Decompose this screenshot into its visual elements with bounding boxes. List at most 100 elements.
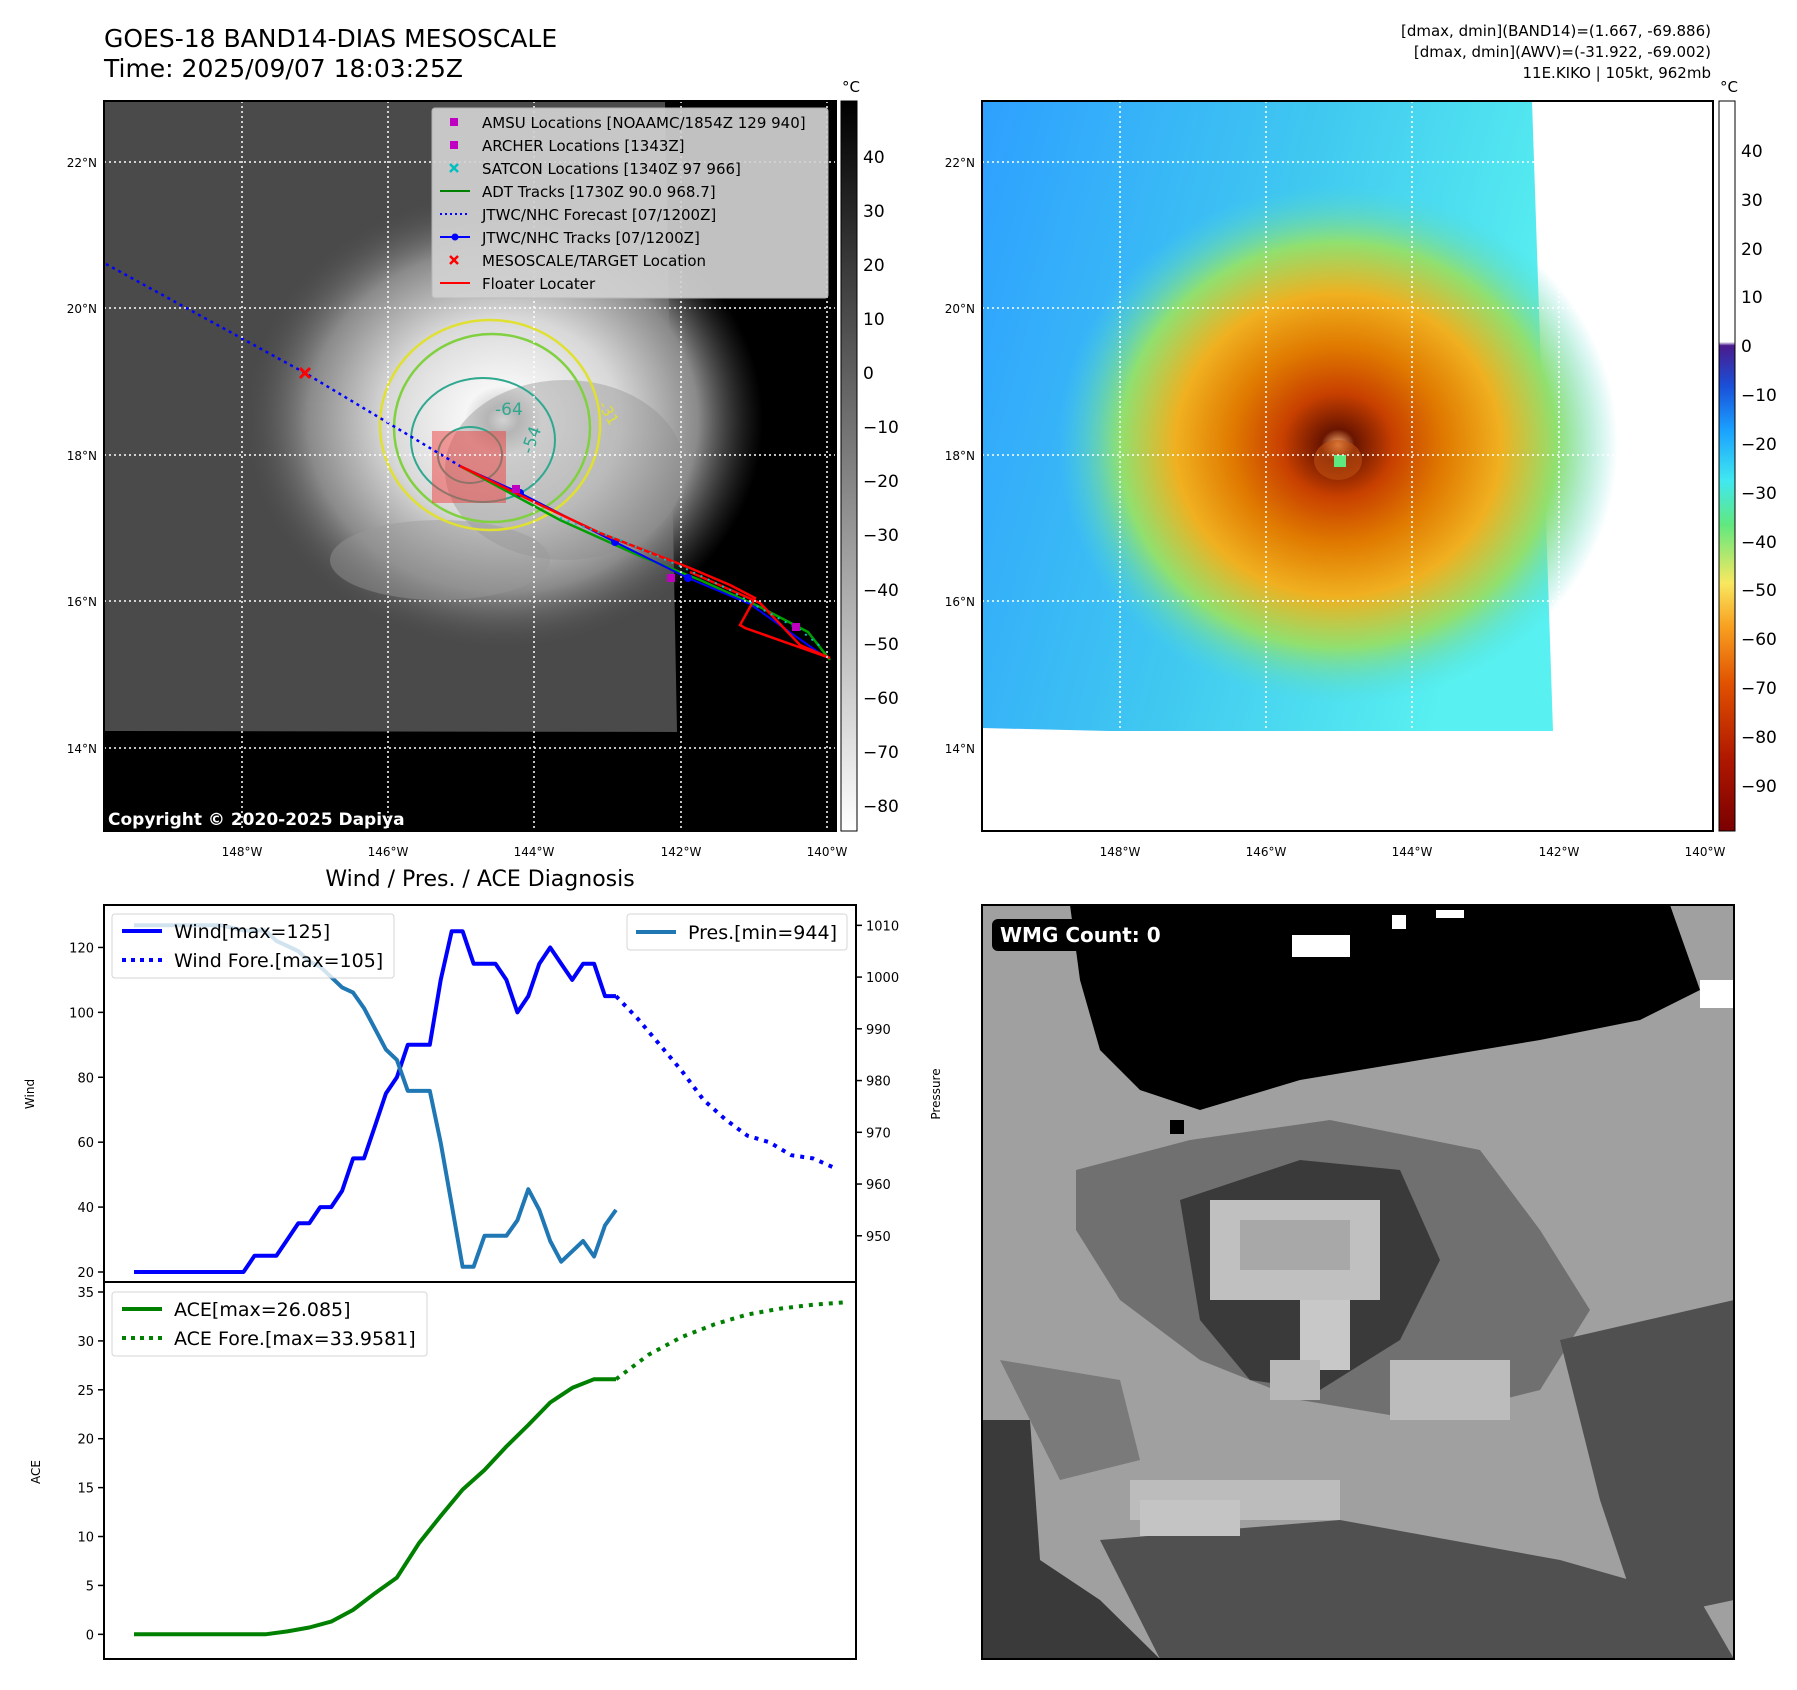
ir-lat-labels: 22°N 20°N 18°N 16°N 14°N [67, 156, 97, 756]
ir-colorbar-tick: 10 [863, 310, 885, 330]
legend-marker-archer [450, 141, 458, 149]
copyright-text: Copyright © 2020-2025 Dapiya [108, 810, 405, 830]
ir-colorbar-tick: −70 [863, 743, 899, 763]
ir-lon-label: 146°W [368, 845, 409, 859]
legend-item-jtwc-tracks: JTWC/NHC Tracks [07/1200Z] [440, 229, 700, 247]
ir-colorbar-tick: 30 [863, 202, 885, 222]
contour-green [392, 332, 592, 524]
wv-lon-label: 142°W [1539, 845, 1580, 859]
legend-label-amsu: AMSU Locations [NOAAMC/1854Z 129 940] [482, 114, 806, 132]
ir-colorbar-tick: −60 [863, 689, 899, 709]
ir-legend: AMSU Locations [NOAAMC/1854Z 129 940] AR… [431, 107, 829, 299]
wind-tick-label: 20 [77, 1266, 94, 1281]
legend-label-pressure: Pres.[min=944] [688, 922, 837, 944]
mesoscale-target-marker [298, 366, 312, 380]
figure-title-line1: GOES-18 BAND14-DIAS MESOSCALE [104, 24, 558, 53]
ir-colorbar-tick: −50 [863, 635, 899, 655]
legend-item-jtwc-forecast: JTWC/NHC Forecast [07/1200Z] [440, 206, 716, 224]
wv-lat-label: 18°N [945, 449, 975, 463]
ace-tick-label: 0 [86, 1628, 94, 1643]
wv-lon-label: 144°W [1392, 845, 1433, 859]
legend-marker-satcon [449, 163, 459, 173]
ir-lat-label: 16°N [67, 595, 97, 609]
wind-tick-label: 80 [77, 1071, 94, 1086]
legend-label-ace: ACE[max=26.085] [174, 1299, 351, 1321]
ir-lon-label: 148°W [222, 845, 263, 859]
wv-lon-label: 148°W [1100, 845, 1141, 859]
wind-tick-label: 120 [69, 941, 94, 956]
ace-legend: ACE[max=26.085] ACE Fore.[max=33.9581] [111, 1291, 428, 1357]
ir-lon-label: 144°W [514, 845, 555, 859]
legend-marker-mesoscale-target [449, 255, 459, 265]
pressure-tick-label: 980 [866, 1075, 891, 1090]
ir-colorbar-tick: −40 [863, 581, 899, 601]
wv-colorbar-tick: 30 [1741, 191, 1763, 211]
legend-item-mesoscale-target: MESOSCALE/TARGET Location [449, 252, 706, 270]
pressure-tick-label: 970 [866, 1126, 891, 1141]
wv-colorbar-tick: −40 [1741, 533, 1777, 553]
wv-colorbar-tick: −20 [1741, 435, 1777, 455]
info-awv-range: [dmax, dmin](AWV)=(-31.922, -69.002) [1413, 43, 1711, 61]
pressure-tick-label: 1000 [866, 971, 899, 986]
legend-item-floater-locater: Floater Locater [440, 275, 596, 293]
ir-lon-labels: 148°W 146°W 144°W 142°W 140°W [222, 845, 848, 859]
ace-tick-label: 20 [77, 1433, 94, 1448]
ir-satellite-panel: -64 -54 -31 [103, 100, 837, 832]
ir-lat-label: 22°N [67, 156, 97, 170]
wv-colorbar-tick: −10 [1741, 386, 1777, 406]
legend-marker-amsu [450, 118, 458, 126]
wv-lon-labels: 148°W 146°W 144°W 142°W 140°W [1100, 845, 1726, 859]
archer-marker [792, 623, 800, 631]
wind-tick-label: 100 [69, 1006, 94, 1021]
legend-label-archer: ARCHER Locations [1343Z] [482, 137, 685, 155]
pressure-tick-label: 990 [866, 1023, 891, 1038]
ace-tick-label: 30 [77, 1335, 94, 1350]
ace-axis-label: ACE [29, 1460, 43, 1484]
ace-tick-label: 35 [77, 1286, 94, 1301]
wv-lat-label: 14°N [945, 742, 975, 756]
wind-legend: Wind[max=125] Wind Fore.[max=105] [111, 913, 395, 979]
legend-item-amsu: AMSU Locations [NOAAMC/1854Z 129 940] [450, 114, 806, 132]
info-band14-range: [dmax, dmin](BAND14)=(1.667, -69.886) [1400, 22, 1711, 40]
pressure-tick-label: 950 [866, 1230, 891, 1245]
ir-lat-label: 18°N [67, 449, 97, 463]
ir-lat-label: 20°N [67, 302, 97, 316]
wind-tick-label: 60 [77, 1136, 94, 1151]
ir-colorbar-tick: 0 [863, 364, 874, 384]
legend-label-wind: Wind[max=125] [174, 921, 330, 943]
pressure-legend: Pres.[min=944] [626, 913, 848, 951]
ace-tick-label: 10 [77, 1531, 94, 1546]
wind-axis-label: Wind [23, 1079, 37, 1109]
legend-item-archer: ARCHER Locations [1343Z] [450, 137, 685, 155]
contour-yellow [378, 318, 602, 532]
jtwc-track [459, 465, 826, 658]
ir-colorbar-tick: 40 [863, 148, 885, 168]
wv-gridlines [982, 101, 1713, 831]
ace-forecast-series-line [614, 1300, 847, 1381]
ace-chart: 0 5 10 15 20 25 30 35 ACE ACE[max=26.085] ACE F… [29, 1281, 857, 1660]
wv-lon-label: 146°W [1246, 845, 1287, 859]
ir-colorbar-unit: °C [842, 78, 860, 96]
wv-lat-label: 20°N [945, 302, 975, 316]
wv-colorbar-tick: −60 [1741, 630, 1777, 650]
diagnosis-chart-title: Wind / Pres. / ACE Diagnosis [325, 867, 634, 892]
wv-lat-label: 16°N [945, 595, 975, 609]
wv-lat-label: 22°N [945, 156, 975, 170]
wv-colorbar-tick: 0 [1741, 337, 1752, 357]
ace-tick-label: 25 [77, 1384, 94, 1399]
legend-label-mesoscale-target: MESOSCALE/TARGET Location [482, 252, 706, 270]
ir-colorbar-tick: −80 [863, 797, 899, 817]
wv-lon-label: 140°W [1685, 845, 1726, 859]
figure-title-line2: Time: 2025/09/07 18:03:25Z [104, 54, 463, 83]
wv-eye [1334, 455, 1346, 467]
adt-track [459, 464, 831, 661]
amsu-marker [512, 485, 520, 493]
info-storm-summary: 11E.KIKO | 105kt, 962mb [1522, 64, 1711, 82]
ace-tick-label: 15 [77, 1482, 94, 1497]
wv-colorbar-tick: 10 [1741, 288, 1763, 308]
wv-satellite-panel [981, 100, 1714, 832]
wind-tick-label: 40 [77, 1201, 94, 1216]
legend-label-wind-forecast: Wind Fore.[max=105] [174, 950, 383, 972]
pressure-tick-label: 1010 [866, 919, 899, 934]
wv-colorbar-tick: 40 [1741, 142, 1763, 162]
